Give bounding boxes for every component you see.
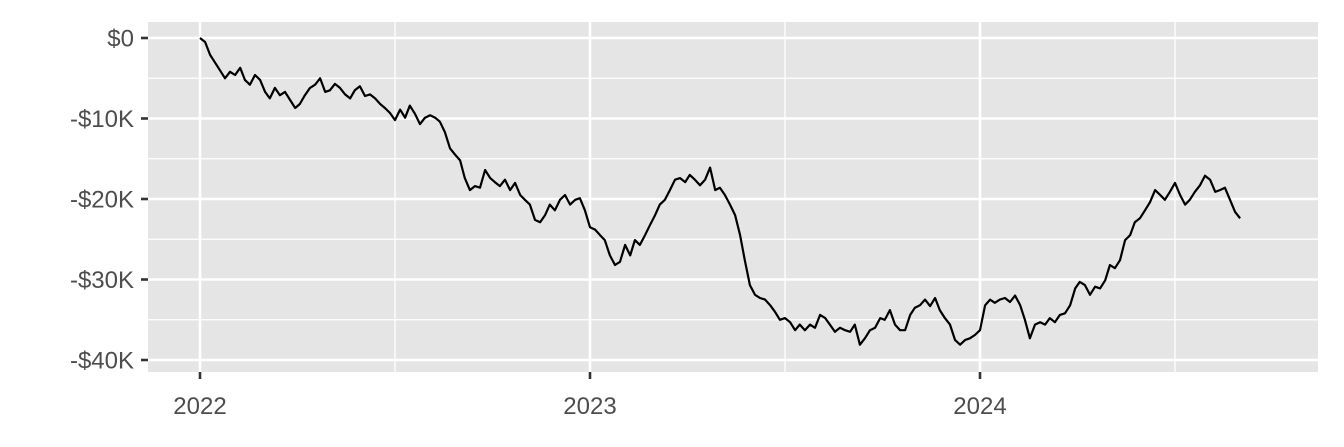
x-tick: 2024 (953, 372, 1007, 420)
y-tick: -$20K (70, 187, 148, 214)
x-tick-label: 2024 (953, 393, 1006, 420)
x-tick: 2022 (173, 372, 227, 420)
y-axis: $0 -$10K -$20K -$30K -$40K (70, 26, 148, 375)
x-tick-label: 2022 (173, 393, 226, 420)
y-tick-label: -$20K (70, 187, 134, 214)
y-tick: -$30K (70, 267, 148, 294)
y-tick: -$40K (70, 348, 148, 375)
series-layer (199, 37, 1241, 346)
minor-gridlines (148, 22, 1318, 372)
major-gridlines (148, 22, 1318, 372)
y-tick-label: -$10K (70, 106, 134, 133)
x-axis: 2022 2023 2024 (173, 372, 1007, 420)
x-tick-label: 2023 (563, 393, 616, 420)
y-tick-label: -$30K (70, 267, 134, 294)
x-tick: 2023 (563, 372, 617, 420)
series-line (199, 37, 1241, 346)
y-tick-label: -$40K (70, 348, 134, 375)
plot-panel (148, 22, 1318, 372)
y-tick: $0 (107, 26, 148, 53)
y-tick: -$10K (70, 106, 148, 133)
y-tick-label: $0 (107, 26, 134, 53)
